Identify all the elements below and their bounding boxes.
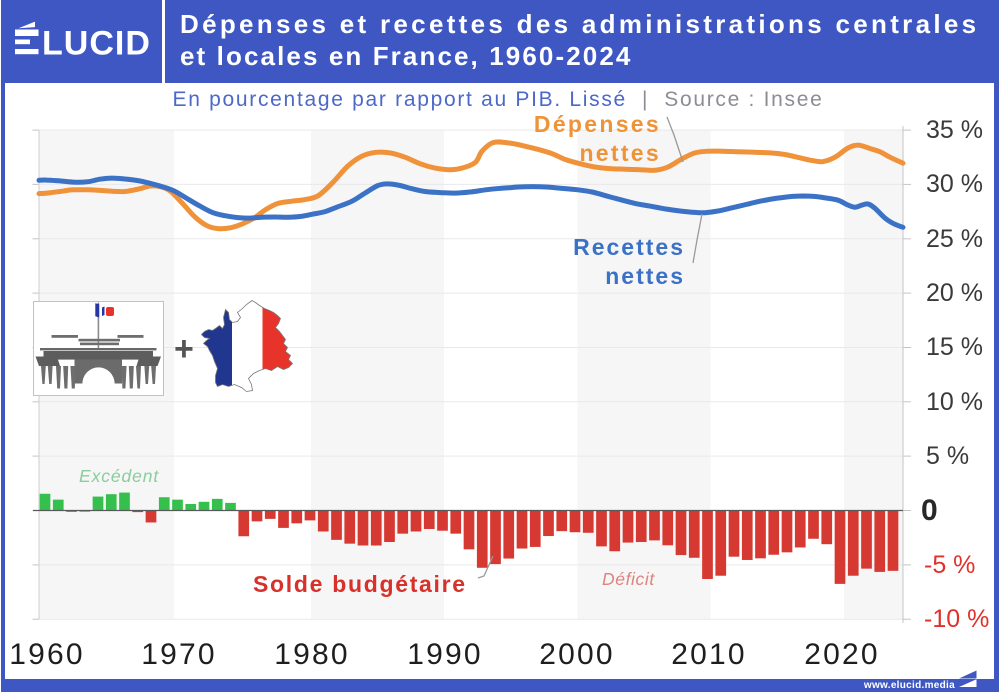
svg-text:LUCID: LUCID [42,24,151,62]
